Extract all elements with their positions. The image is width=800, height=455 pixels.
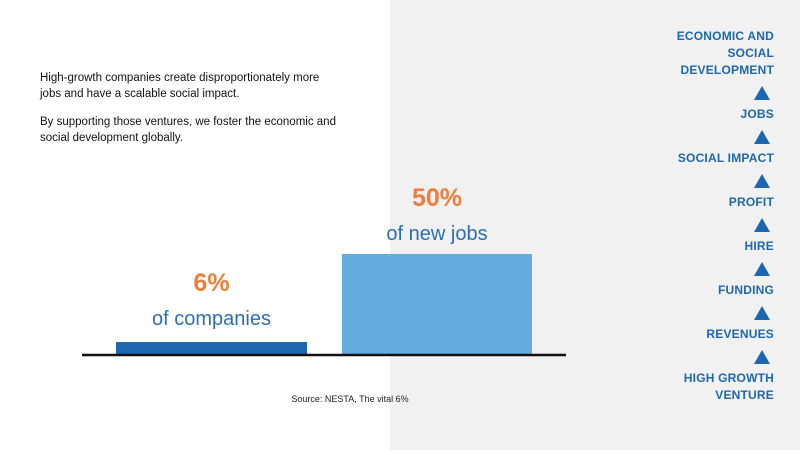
ladder-step-8: HIGH GROWTH VENTURE: [683, 371, 774, 402]
source-note: Source: NESTA, The vital 6%: [291, 394, 409, 404]
value-label-1: 6%: [193, 269, 229, 297]
triangle-up-icon: [754, 262, 770, 276]
ladder-step-2: JOBS: [740, 107, 774, 121]
ladder-step-3: SOCIAL IMPACT: [677, 151, 774, 165]
ladder-step-6: FUNDING: [717, 283, 774, 297]
value-label-2: 50%: [412, 184, 462, 212]
triangle-up-icon: [754, 174, 770, 188]
triangle-up-icon: [754, 350, 770, 364]
intro-paragraph-1: High-growth companies create disproporti…: [40, 72, 320, 100]
intro-text: High-growth companies create disproporti…: [40, 70, 340, 158]
triangle-up-icon: [754, 306, 770, 320]
triangle-up-icon: [754, 86, 770, 100]
right-panel: [390, 0, 800, 450]
impact-ladder: ECONOMIC AND SOCIAL DEVELOPMENT JOBS SOCIA…: [640, 28, 774, 404]
triangle-up-icon: [754, 218, 770, 232]
intro-paragraph-2: By supporting those ventures, we foster …: [40, 116, 336, 144]
bar-1: [116, 342, 307, 354]
ladder-step-1: ECONOMIC AND SOCIAL DEVELOPMENT: [676, 29, 774, 77]
category-label-2: of new jobs: [386, 223, 487, 245]
bar-2: [342, 254, 532, 354]
category-label-1: of companies: [152, 308, 271, 330]
ladder-step-5: HIRE: [744, 239, 774, 253]
ladder-step-4: PROFIT: [728, 195, 774, 209]
ladder-step-7: REVENUES: [706, 327, 774, 341]
triangle-up-icon: [754, 130, 770, 144]
